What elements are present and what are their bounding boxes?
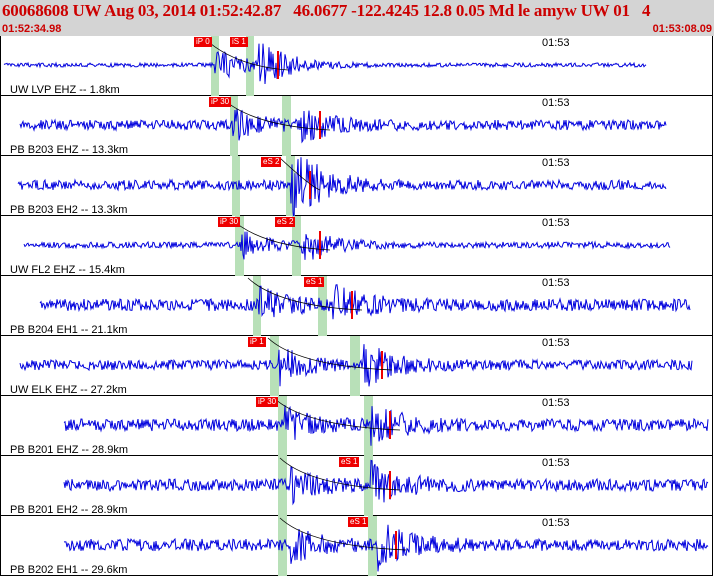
panel-frame <box>0 396 713 456</box>
arrival-curve <box>273 397 401 431</box>
waveform <box>23 231 671 260</box>
pick-marker[interactable]: eS 2 <box>261 157 282 167</box>
channel-label: PB B201 EHZ -- 28.9km <box>10 444 128 456</box>
channel-label: PB B204 EH1 -- 21.1km <box>10 324 128 336</box>
pick-marker[interactable]: iP 30 <box>256 397 279 407</box>
trace-panel[interactable]: eS 1 01:53 PB B202 EH1 -- 29.6km <box>0 516 714 576</box>
trace-panel[interactable]: eS 1 01:53 PB B204 EH1 -- 21.1km <box>0 276 714 336</box>
trace-plot <box>17 156 667 222</box>
pick-window <box>253 276 261 336</box>
trace-plot <box>63 516 709 576</box>
pick-window <box>211 36 219 96</box>
pick-marker[interactable]: eS 1 <box>339 457 360 467</box>
arrival-curve <box>247 277 363 311</box>
arrival-curve <box>279 517 407 551</box>
panel-frame <box>0 96 713 156</box>
end-time: 01:53:08.09 <box>652 23 712 35</box>
trace-panel[interactable]: iP 30 01:53 PB B201 EHZ -- 28.9km <box>0 396 714 456</box>
waveform <box>63 459 709 506</box>
arrival-curve <box>279 157 321 191</box>
trace-plot <box>19 336 693 396</box>
trace-panel[interactable]: eS 2 01:53 PB B203 EH2 -- 13.3km <box>0 156 714 222</box>
event-header: 60068608 UW Aug 03, 2014 01:52:42.87 46.… <box>0 0 714 36</box>
waveform <box>17 157 667 222</box>
panel-frame <box>0 36 713 96</box>
pick-marker[interactable]: eS 1 <box>304 277 325 287</box>
pick-marker[interactable]: iS 1 <box>230 37 248 47</box>
trace-panel[interactable]: eS 1 01:53 PB B201 EH2 -- 28.9km <box>0 456 714 516</box>
panel-frame <box>0 156 713 216</box>
trace-plot <box>39 276 691 336</box>
panel-frame <box>0 216 713 276</box>
time-label: 01:53 <box>542 37 570 49</box>
waveform <box>3 43 647 85</box>
trace-panels: iP 0 iS 1 01:53 UW LVP EHZ -- 1.8km iP 3… <box>0 36 714 578</box>
arrival-curve <box>279 457 401 491</box>
arrival-curve <box>267 337 393 371</box>
pick-window <box>278 396 287 456</box>
trace-plot <box>63 456 709 516</box>
channel-label: UW FL2 EHZ -- 15.4km <box>10 264 125 276</box>
channel-label: UW ELK EHZ -- 27.2km <box>10 384 127 396</box>
time-label: 01:53 <box>542 397 570 409</box>
waveform <box>63 405 709 446</box>
pick-marker[interactable]: eS 1 <box>348 517 369 527</box>
time-label: 01:53 <box>542 157 570 169</box>
pick-marker[interactable]: iP 0 <box>194 37 212 47</box>
trace-panel[interactable]: iP 30 eS 2 01:53 UW FL2 EHZ -- 15.4km <box>0 216 714 276</box>
time-label: 01:53 <box>542 97 570 109</box>
start-time: 01:52:34.98 <box>2 23 62 35</box>
event-title: 60068608 UW Aug 03, 2014 01:52:42.87 46.… <box>2 1 651 20</box>
trace-plot <box>63 396 709 456</box>
waveform <box>39 284 691 320</box>
channel-label: UW LVP EHZ -- 1.8km <box>10 84 120 96</box>
time-label: 01:53 <box>542 277 570 289</box>
waveform <box>19 108 667 144</box>
trace-panel[interactable]: iP 0 iS 1 01:53 UW LVP EHZ -- 1.8km <box>0 36 714 96</box>
time-label: 01:53 <box>542 457 570 469</box>
pick-marker[interactable]: iP 30 <box>209 97 232 107</box>
trace-panel[interactable]: iP 1 01:53 UW ELK EHZ -- 27.2km <box>0 336 714 396</box>
pick-window <box>278 456 287 516</box>
pick-window <box>232 156 240 216</box>
pick-window <box>270 336 279 396</box>
panel-frame <box>0 456 713 516</box>
pick-window <box>246 36 254 96</box>
channel-label: PB B202 EH1 -- 29.6km <box>10 564 128 576</box>
trace-panel[interactable]: iP 30 01:53 PB B203 EHZ -- 13.3km <box>0 96 714 156</box>
time-label: 01:53 <box>542 337 570 349</box>
waveform <box>63 524 709 572</box>
pick-window <box>282 96 291 156</box>
time-label: 01:53 <box>542 517 570 529</box>
waveform <box>19 344 693 387</box>
time-label: 01:53 <box>542 217 570 229</box>
pick-marker[interactable]: eS 2 <box>275 217 296 227</box>
panel-frame <box>0 516 713 576</box>
channel-label: PB B201 EH2 -- 28.9km <box>10 504 128 516</box>
panel-frame <box>0 276 713 336</box>
pick-marker[interactable]: iP 30 <box>218 217 241 227</box>
channel-label: PB B203 EH2 -- 13.3km <box>10 204 128 216</box>
channel-label: PB B203 EHZ -- 13.3km <box>10 144 128 156</box>
pick-marker[interactable]: iP 1 <box>248 337 266 347</box>
